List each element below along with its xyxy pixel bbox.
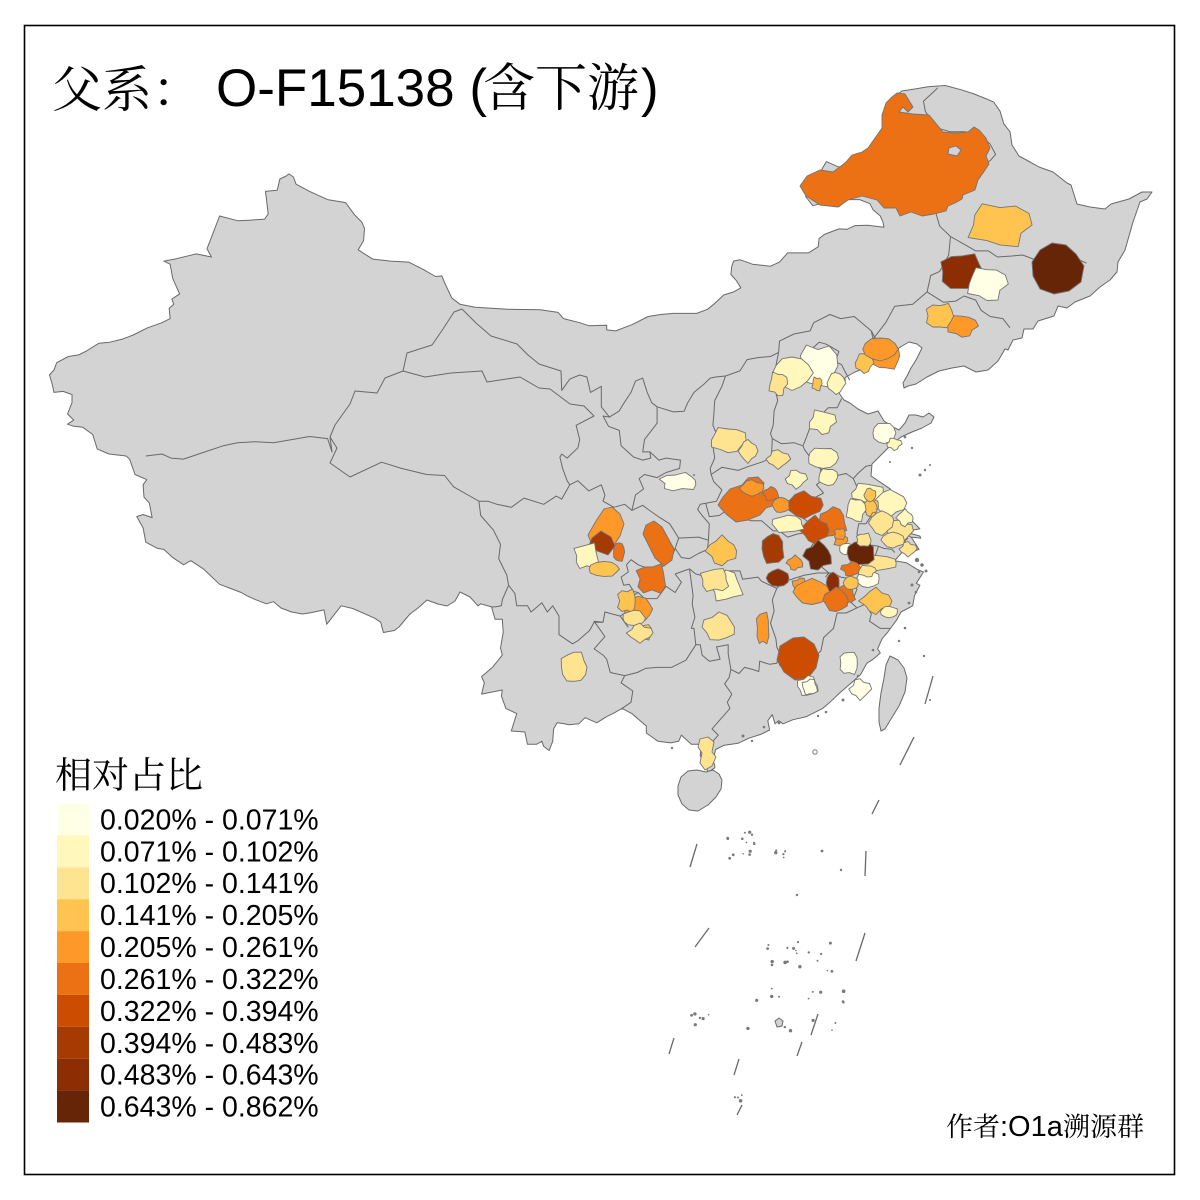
svg-text:0.071% - 0.102%: 0.071% - 0.102% bbox=[100, 836, 319, 868]
svg-text:0.141% - 0.205%: 0.141% - 0.205% bbox=[100, 900, 319, 932]
svg-text:0.483% - 0.643%: 0.483% - 0.643% bbox=[100, 1060, 319, 1092]
svg-text:0.102% - 0.141%: 0.102% - 0.141% bbox=[100, 868, 319, 900]
svg-text::O1a: :O1a bbox=[1000, 1111, 1064, 1143]
svg-text:0.020% - 0.071%: 0.020% - 0.071% bbox=[100, 805, 319, 837]
svg-text:0.205% - 0.261%: 0.205% - 0.261% bbox=[100, 932, 319, 964]
svg-text:0.394% - 0.483%: 0.394% - 0.483% bbox=[100, 1028, 319, 1060]
svg-text:0.261% - 0.322%: 0.261% - 0.322% bbox=[100, 964, 319, 996]
svg-text:): ) bbox=[641, 59, 659, 118]
svg-text:O-F15138 (: O-F15138 ( bbox=[216, 59, 487, 118]
svg-text:0.643% - 0.862%: 0.643% - 0.862% bbox=[100, 1092, 319, 1124]
svg-text:0.322% - 0.394%: 0.322% - 0.394% bbox=[100, 996, 319, 1028]
